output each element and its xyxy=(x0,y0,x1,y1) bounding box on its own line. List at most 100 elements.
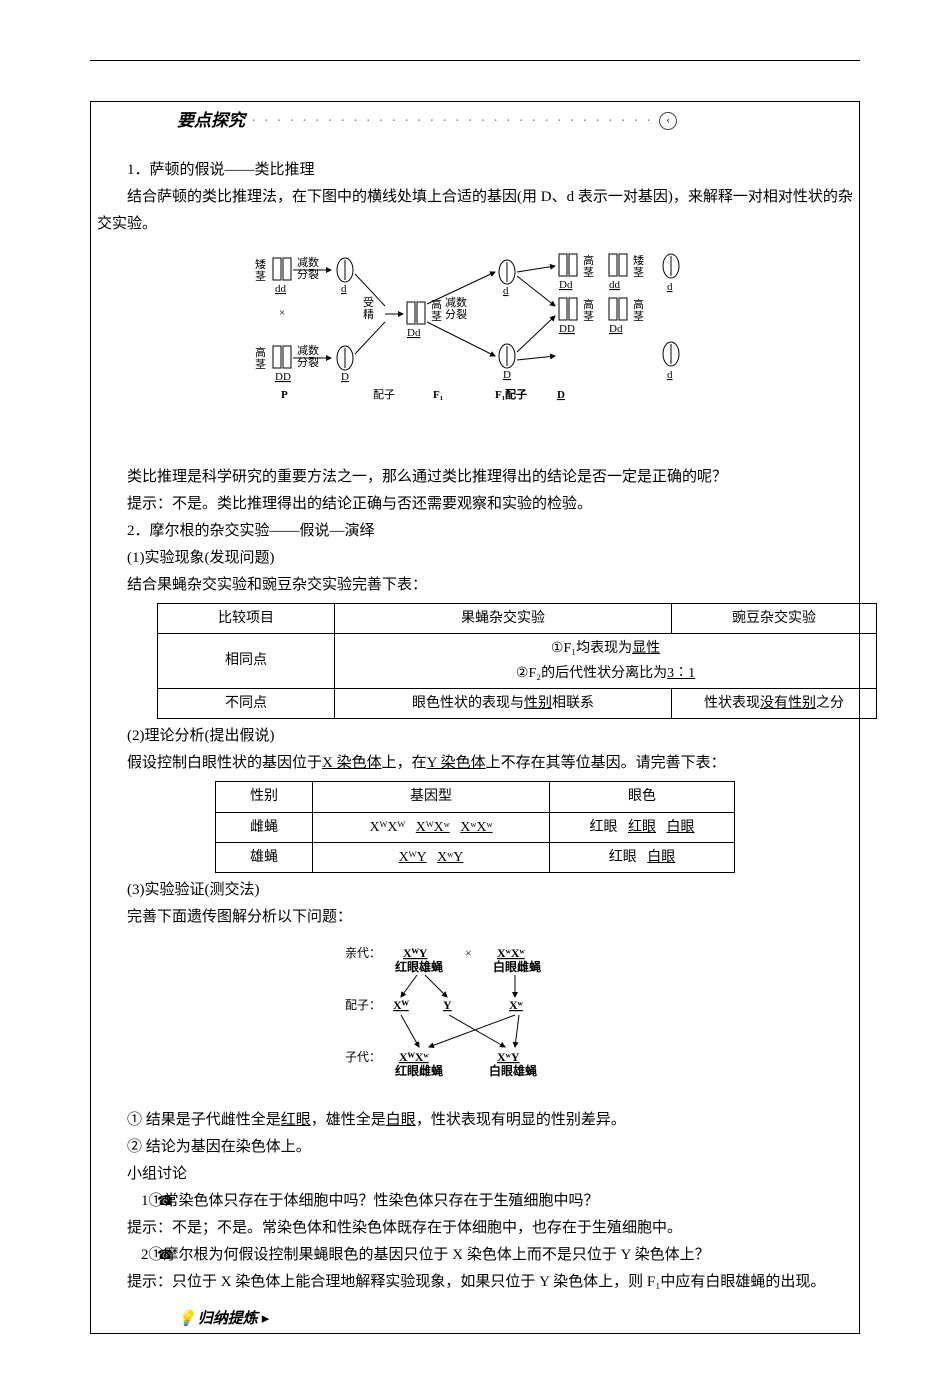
table-compare: 比较项目 果蝇杂交实验 豌豆杂交实验 相同点 ①F₁均表现为显性 ②F₂的后代性… xyxy=(157,603,877,720)
svg-text:Xʷ: Xʷ xyxy=(509,998,524,1012)
svg-text:红眼雌蝇: 红眼雌蝇 xyxy=(395,1063,443,1078)
t1-h2: 果蝇杂交实验 xyxy=(335,603,672,633)
section-title: 要点探究 xyxy=(177,106,245,137)
svg-text:子代：: 子代： xyxy=(345,1050,381,1064)
svg-text:dd: dd xyxy=(609,279,621,291)
svg-text:配子：: 配子： xyxy=(345,998,381,1012)
t1-d-c1u: 性别 xyxy=(524,696,552,711)
r1c: ，性状表现有明显的性别差异。 xyxy=(416,1112,626,1128)
svg-text:D: D xyxy=(557,389,565,401)
p2-title: 2．摩尔根的杂交实验——假说—演绎 xyxy=(97,518,853,545)
p22c: 上不存在其等位基因。请完善下表： xyxy=(486,755,726,771)
t1-diff-c1: 眼色性状的表现与性别相联系 xyxy=(335,689,672,719)
summary-arrow-icon: ▸ xyxy=(262,1311,270,1327)
svg-text:dd: dd xyxy=(275,283,287,295)
t2-r1-c3: 红眼 红眼 白眼 xyxy=(550,812,735,842)
arrow-icon: ‹ xyxy=(659,112,677,130)
p2-2-title: (2)理论分析(提出假说) xyxy=(97,723,853,750)
p2-2-body: 假设控制白眼性状的基因位于X 染色体上，在Y 染色体上不存在其等位基因。请完善下… xyxy=(97,750,853,777)
t2-r1-c2: XᵂXᵂ XᵂXʷ XʷXʷ xyxy=(313,812,550,842)
svg-text:d: d xyxy=(667,369,673,381)
svg-text:XʷXʷ: XʷXʷ xyxy=(497,946,526,960)
top-rule xyxy=(90,60,860,61)
r1b: ，雄性全是 xyxy=(311,1112,386,1128)
t2r1e1: 红眼 xyxy=(590,820,618,835)
diagram-testcross: 亲代： XᵂY 红眼雄蝇 × XʷXʷ 白眼雌蝇 配子： Xᵂ Y Xʷ 子代：… xyxy=(97,939,853,1099)
svg-text:F₁配子: F₁配子 xyxy=(495,387,527,401)
phone-icon-2: ☎ xyxy=(127,1243,141,1266)
r1u1: 红眼 xyxy=(281,1112,311,1128)
dq1: 1①常染色体只存在于体细胞中吗？性染色体只存在于生殖细胞中吗？ xyxy=(141,1193,599,1209)
svg-text:D: D xyxy=(503,369,511,381)
table-genotype: 性别 基因型 眼色 雌蝇 XᵂXᵂ XᵂXʷ XʷXʷ 红眼 红眼 白眼 xyxy=(215,781,735,873)
p22u1: X 染色体 xyxy=(322,755,382,771)
t2r1g3: XʷXʷ xyxy=(460,820,492,835)
svg-text:高: 高 xyxy=(583,253,594,267)
p2-1-title: (1)实验现象(发现问题) xyxy=(97,545,853,572)
svg-text:分裂: 分裂 xyxy=(445,308,467,321)
t2r2g2: XʷY xyxy=(437,850,463,865)
p1-answer: 提示：不是。类比推理得出的结论正确与否还需要观察和实验的检验。 xyxy=(97,491,853,518)
svg-text:精: 精 xyxy=(363,308,374,321)
p2-3-r1: ① 结果是子代雌性全是红眼，雄性全是白眼，性状表现有明显的性别差异。 xyxy=(97,1107,853,1134)
diagram-sutton: 矮 茎 减数分裂 dd d × 高茎 减数分裂 DD D 受精 xyxy=(97,246,853,456)
t2-r2-c3: 红眼 白眼 xyxy=(550,842,735,872)
svg-text:Y: Y xyxy=(443,998,452,1012)
t1-d-c2b: 之分 xyxy=(816,696,844,711)
t1-s-b: ②F₂的后代性状分离比为 xyxy=(516,666,667,681)
p22a: 假设控制白眼性状的基因位于 xyxy=(127,755,322,771)
svg-text:DD: DD xyxy=(275,371,291,383)
svg-text:减数: 减数 xyxy=(297,256,319,269)
t1-d-c2a: 性状表现 xyxy=(704,696,760,711)
disc-q1: ☎1①常染色体只存在于体细胞中吗？性染色体只存在于生殖细胞中吗？ xyxy=(97,1188,853,1215)
svg-text:Xᵂ: Xᵂ xyxy=(393,998,410,1012)
svg-text:×: × xyxy=(465,946,472,960)
svg-text:XᵂY: XᵂY xyxy=(403,946,428,960)
svg-text:减数: 减数 xyxy=(297,344,319,357)
svg-text:减数: 减数 xyxy=(445,296,467,309)
disc-a1: 提示：不是；不是。常染色体和性染色体既存在于体细胞中，也存在于生殖细胞中。 xyxy=(97,1215,853,1242)
discussion-title: 小组讨论 xyxy=(97,1161,853,1188)
svg-text:茎: 茎 xyxy=(583,310,594,323)
t1-d-c1a: 眼色性状的表现与 xyxy=(412,696,524,711)
t2-h2: 基因型 xyxy=(313,782,550,812)
t1-s-a: ①F₁均表现为 xyxy=(551,641,632,656)
svg-text:茎: 茎 xyxy=(633,266,644,279)
t2r2e2: 白眼 xyxy=(647,850,675,865)
t1-h3: 豌豆杂交实验 xyxy=(672,603,877,633)
d2-parent-label: 亲代： xyxy=(345,946,381,960)
t1-h1: 比较项目 xyxy=(158,603,335,633)
t1-d-c2u: 没有性别 xyxy=(760,696,816,711)
t1-diff-c2: 性状表现没有性别之分 xyxy=(672,689,877,719)
content-body: 1．萨顿的假说——类比推理 结合萨顿的类比推理法，在下图中的横线处填上合适的基因… xyxy=(97,157,853,1296)
summary-title: 归纳提炼 xyxy=(198,1311,258,1327)
content-frame: 要点探究 · · · · · · · · · · · · · · · · · ·… xyxy=(90,101,860,1334)
t2-h3: 眼色 xyxy=(550,782,735,812)
t2r1e3: 白眼 xyxy=(667,820,695,835)
p2-3-body: 完善下面遗传图解分析以下问题： xyxy=(97,904,853,931)
svg-text:XᵂXʷ: XᵂXʷ xyxy=(399,1050,429,1064)
svg-text:Dd: Dd xyxy=(559,279,573,291)
t1-same-cell: ①F₁均表现为显性 ②F₂的后代性状分离比为3∶1 xyxy=(335,633,877,688)
t2-h1: 性别 xyxy=(216,782,313,812)
svg-text:Dd: Dd xyxy=(609,323,623,335)
svg-text:DD: DD xyxy=(559,323,575,335)
svg-text:XʷY: XʷY xyxy=(497,1050,520,1064)
t1-d-c1b: 相联系 xyxy=(552,696,594,711)
r1a: ① 结果是子代雌性全是 xyxy=(127,1112,281,1128)
dq2: 2①摩尔根为何假设控制果蝇眼色的基因只位于 X 染色体上而不是只位于 Y 染色体… xyxy=(141,1247,710,1263)
svg-text:Dd: Dd xyxy=(407,327,421,339)
t2r2g1: XᵂY xyxy=(399,850,427,865)
p2-3-title: (3)实验验证(测交法) xyxy=(97,877,853,904)
summary-header: 💡归纳提炼▸ xyxy=(177,1306,853,1333)
d1-ai: 矮 xyxy=(255,257,266,271)
svg-text:茎: 茎 xyxy=(633,310,644,323)
svg-text:d: d xyxy=(503,285,509,297)
t1-diff-label: 不同点 xyxy=(158,689,335,719)
section-header: 要点探究 · · · · · · · · · · · · · · · · · ·… xyxy=(177,106,853,137)
r1u2: 白眼 xyxy=(386,1112,416,1128)
svg-text:d: d xyxy=(341,283,347,295)
phone-icon: ☎ xyxy=(127,1189,141,1212)
svg-text:高: 高 xyxy=(583,297,594,311)
p2-1-body: 结合果蝇杂交实验和豌豆杂交实验完善下表： xyxy=(97,572,853,599)
